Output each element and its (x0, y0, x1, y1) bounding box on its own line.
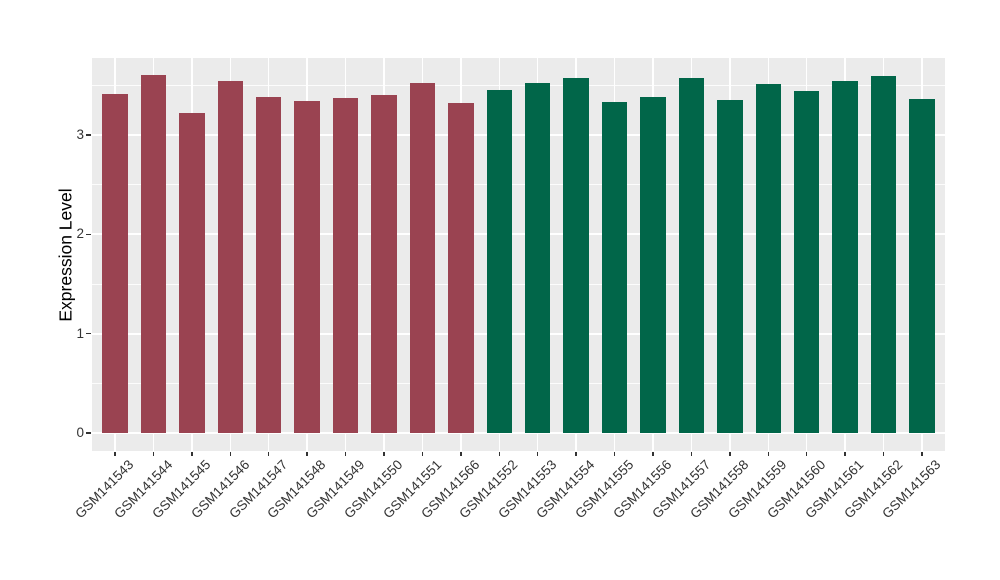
plot-panel (92, 58, 945, 451)
gridline-minor-y (92, 184, 945, 186)
y-tick-mark (86, 432, 91, 434)
y-tick-label: 2 (76, 226, 84, 242)
x-tick-mark (613, 451, 616, 456)
x-tick-mark (690, 451, 693, 456)
bar (217, 81, 243, 433)
bar (486, 90, 512, 433)
x-tick-mark (267, 451, 270, 456)
x-tick-mark (805, 451, 808, 456)
bar (448, 103, 474, 433)
x-tick-mark (498, 451, 501, 456)
x-tick-mark (652, 451, 654, 456)
x-tick-mark (844, 451, 846, 456)
bar (832, 81, 858, 433)
x-tick-mark (575, 451, 577, 456)
y-tick-label: 1 (76, 325, 84, 341)
y-tick-label: 3 (76, 127, 84, 143)
x-tick-mark (421, 451, 424, 456)
x-tick-mark (767, 451, 769, 456)
bar (678, 78, 705, 433)
gridline-major-y (92, 432, 945, 434)
gridline-major-y (92, 233, 945, 236)
y-tick-label: 0 (76, 425, 84, 440)
bar (563, 78, 589, 433)
bar (755, 84, 781, 433)
y-tick-mark (86, 332, 91, 335)
bar (909, 99, 935, 433)
bar (332, 98, 359, 433)
x-tick-mark (191, 451, 193, 456)
gridline-minor-y (92, 84, 945, 86)
x-tick-mark (383, 451, 385, 456)
bar (793, 91, 820, 433)
bar (870, 75, 897, 433)
bar (256, 97, 282, 433)
gridline-minor-y (92, 382, 945, 384)
y-tick-mark (86, 233, 91, 236)
gridline-minor-y (92, 283, 945, 285)
x-tick-mark (460, 451, 462, 456)
y-axis-title: Expression Level (55, 188, 76, 322)
bar (140, 74, 167, 433)
bar (371, 95, 397, 433)
x-tick-mark (882, 451, 885, 456)
bar (525, 83, 551, 433)
y-tick-mark (86, 134, 91, 136)
bar (601, 102, 628, 433)
x-tick-mark (152, 451, 155, 456)
bar (179, 113, 205, 433)
x-tick-mark (306, 451, 308, 456)
gridline-major-y (92, 134, 945, 137)
bar (294, 101, 320, 433)
x-tick-mark (921, 451, 923, 456)
bar (717, 100, 743, 433)
x-tick-mark (344, 451, 347, 456)
gridline-major-y (92, 332, 945, 335)
x-tick-mark (536, 451, 539, 456)
bar (409, 83, 436, 433)
x-tick-mark (114, 451, 116, 456)
x-tick-mark (729, 451, 731, 456)
bar (102, 94, 128, 433)
bar (640, 97, 666, 433)
x-tick-mark (229, 451, 232, 456)
